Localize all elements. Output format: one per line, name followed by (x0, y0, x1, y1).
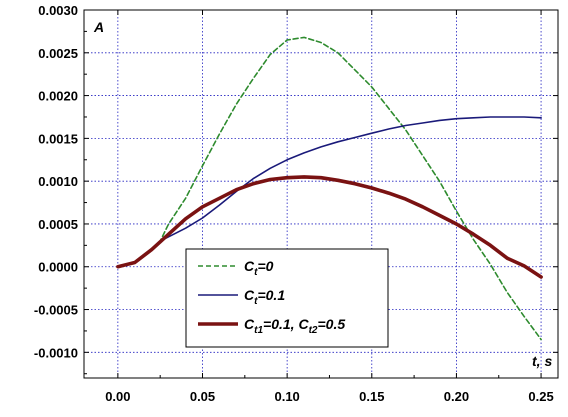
x-axis-label: t, s (532, 353, 552, 369)
series-line-2 (117, 116, 542, 268)
x-tick-label: 0.15 (359, 389, 384, 404)
y-tick-label: 0.0030 (38, 3, 78, 18)
y-axis-label: A (93, 19, 104, 35)
legend-subscript: t (254, 296, 258, 307)
legend-text-part: C (244, 287, 255, 303)
x-tick-label: 0.05 (190, 389, 215, 404)
y-tick-label: -0.0005 (34, 303, 78, 318)
legend-text-part: =0 (257, 258, 273, 274)
y-tick-label: 0.0010 (38, 174, 78, 189)
legend-text-part: C (244, 258, 255, 274)
legend-text-part: C (298, 316, 309, 332)
legend-label-2: Ct=0.1 (244, 287, 285, 307)
x-tick-label: 0.20 (444, 389, 469, 404)
y-tick-label: 0.0005 (38, 217, 78, 232)
y-tick-label: 0.0000 (38, 260, 78, 275)
legend-text-part: =0.1 (257, 287, 285, 303)
legend-text-part: =0.5 (317, 316, 345, 332)
legend-box (185, 248, 389, 348)
y-tick-label: -0.0010 (34, 345, 78, 360)
plot-frame (83, 9, 559, 379)
series-layer (116, 36, 543, 341)
legend-subscript: t (254, 267, 258, 278)
legend-label-1: Ct=0 (244, 258, 274, 278)
y-tick-label: 0.0020 (38, 89, 78, 104)
y-tick-label: 0.0015 (38, 131, 78, 146)
legend-text-part: C (244, 316, 255, 332)
legend-text-part: =0.1, (263, 316, 298, 332)
legend-subscript: t2 (309, 325, 318, 336)
legend-subscript: t1 (254, 325, 263, 336)
series-line-3 (116, 175, 543, 279)
tick-labels: 0.00 0.05 0.10 0.15 0.20 0.25 -0.0010 -0.0005 0.… (34, 3, 554, 404)
y-tick-label: 0.0025 (38, 46, 78, 61)
x-tick-label: 0.10 (274, 389, 299, 404)
x-tick-label: 0.00 (105, 389, 130, 404)
legend-label-3: Ct1=0.1, Ct2=0.5 (244, 316, 345, 336)
x-tick-label: 0.25 (528, 389, 553, 404)
ticks (84, 9, 558, 378)
